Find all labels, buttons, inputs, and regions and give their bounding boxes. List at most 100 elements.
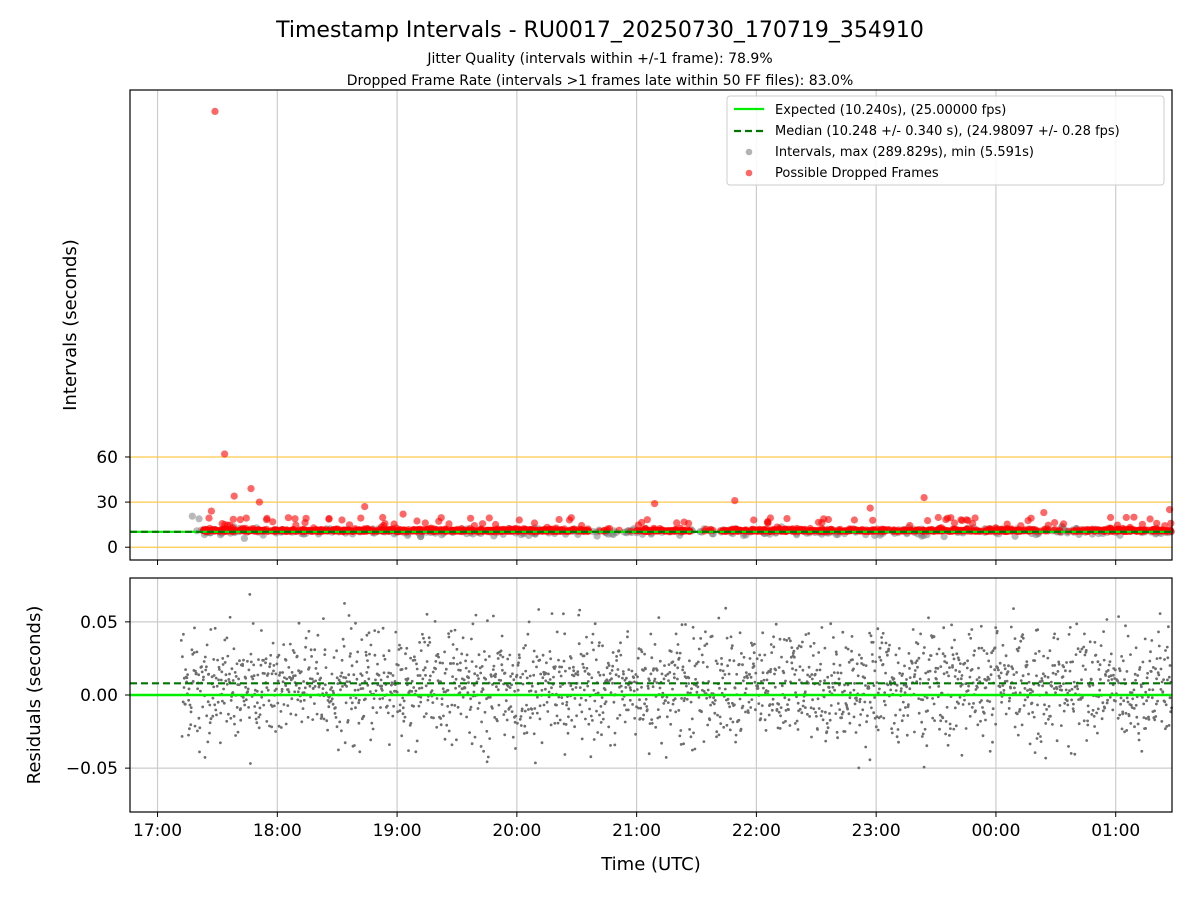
- residual-point: [591, 632, 595, 636]
- residual-point: [476, 674, 479, 677]
- residual-point: [963, 661, 967, 665]
- residual-point: [221, 699, 224, 703]
- residual-point: [481, 688, 485, 691]
- residual-point: [875, 715, 879, 719]
- residual-point: [1015, 671, 1018, 674]
- residual-point: [683, 697, 687, 700]
- residual-point: [526, 632, 530, 636]
- residual-point: [267, 699, 271, 703]
- residual-point: [894, 713, 897, 717]
- dropped-frame-point: [680, 518, 688, 526]
- residual-point: [832, 671, 836, 674]
- residual-point: [281, 671, 285, 674]
- residual-point: [1116, 716, 1120, 720]
- residual-point: [183, 702, 187, 706]
- residual-point: [610, 669, 614, 672]
- residual-point: [1130, 691, 1134, 695]
- residual-point: [744, 687, 748, 691]
- residual-point: [566, 731, 570, 735]
- residual-point: [229, 699, 233, 702]
- residual-point: [190, 648, 194, 652]
- residual-point: [599, 705, 603, 708]
- residual-point: [264, 657, 268, 661]
- dropped-frame-point: [764, 518, 772, 526]
- residual-point: [1126, 634, 1130, 638]
- residual-point: [1036, 732, 1040, 736]
- residual-point: [1068, 669, 1072, 673]
- residual-point: [1134, 703, 1138, 707]
- residual-point: [562, 659, 566, 663]
- residual-point: [980, 699, 983, 702]
- residual-point: [1132, 688, 1136, 692]
- residual-point: [206, 740, 210, 744]
- residual-point: [1145, 699, 1148, 703]
- residual-point: [1150, 639, 1154, 642]
- residual-point: [380, 684, 384, 688]
- residual-point: [545, 700, 549, 704]
- residual-point: [538, 658, 542, 662]
- residual-point: [993, 668, 997, 672]
- residual-point: [593, 699, 597, 703]
- residual-point: [787, 698, 791, 702]
- residual-point: [1138, 668, 1141, 671]
- residual-point: [212, 685, 216, 689]
- residual-point: [438, 661, 442, 665]
- residual-point: [777, 710, 781, 714]
- residual-point: [290, 671, 294, 674]
- residual-point: [940, 691, 944, 695]
- dropped-frame-outlier: [211, 107, 219, 115]
- residual-point: [555, 714, 559, 718]
- residual-point: [901, 672, 904, 676]
- residual-point: [213, 626, 217, 630]
- residual-point: [208, 731, 211, 735]
- residual-point: [282, 643, 286, 646]
- dropped-frame-point: [820, 515, 828, 523]
- residual-point: [913, 730, 916, 734]
- residual-point: [945, 705, 949, 709]
- residual-point: [572, 669, 576, 673]
- residual-point: [251, 677, 255, 681]
- residual-point: [313, 702, 316, 705]
- residual-point: [931, 697, 934, 700]
- residual-point: [447, 635, 451, 639]
- residual-point: [272, 664, 276, 667]
- residual-point: [913, 669, 917, 672]
- residual-point: [1040, 677, 1044, 680]
- residual-point: [733, 703, 736, 707]
- residual-point: [394, 630, 398, 634]
- residual-point: [443, 737, 447, 741]
- residual-point: [1121, 659, 1125, 663]
- residual-point: [586, 680, 590, 683]
- residual-point: [398, 709, 402, 713]
- residual-point: [869, 634, 873, 638]
- residual-point: [798, 678, 801, 682]
- residual-point: [1083, 632, 1086, 636]
- residual-point: [945, 671, 949, 674]
- residual-point: [816, 728, 819, 731]
- residual-point: [1009, 625, 1013, 629]
- residual-point: [283, 676, 286, 679]
- residual-point: [894, 653, 898, 657]
- residual-point: [634, 673, 638, 676]
- residual-point: [853, 702, 857, 706]
- residual-point: [611, 681, 614, 685]
- interval-point: [195, 515, 203, 523]
- residual-point: [935, 652, 939, 656]
- residual-point: [353, 744, 356, 747]
- residual-point: [181, 700, 185, 704]
- residual-point: [345, 685, 348, 688]
- residual-point: [1136, 674, 1140, 677]
- interval-point: [940, 533, 948, 541]
- residual-point: [912, 675, 916, 679]
- dropped-frame-point: [705, 527, 713, 535]
- residual-point: [226, 654, 230, 658]
- residual-point: [968, 675, 972, 679]
- residual-point: [1110, 678, 1114, 681]
- residual-point: [580, 737, 584, 741]
- dropped-frame-point: [957, 516, 965, 524]
- residual-point: [354, 696, 358, 700]
- residual-point: [275, 687, 278, 691]
- residual-point: [379, 678, 383, 682]
- residual-point: [233, 722, 236, 726]
- residual-point: [712, 702, 716, 706]
